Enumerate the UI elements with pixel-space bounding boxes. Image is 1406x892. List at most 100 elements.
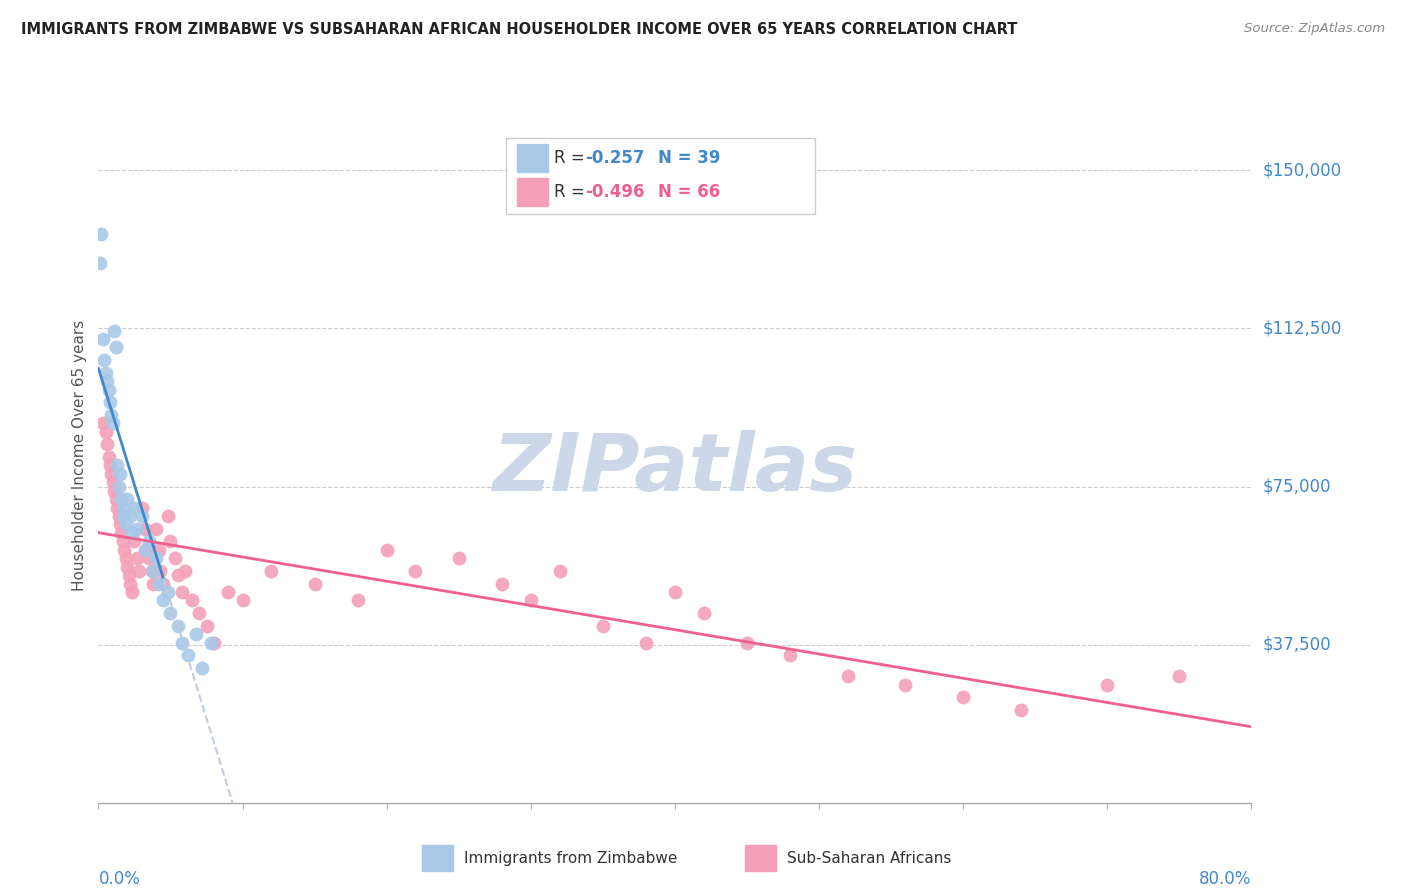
Y-axis label: Householder Income Over 65 years: Householder Income Over 65 years [72, 319, 87, 591]
Point [103, 324, 125, 338]
Point [94, 425, 117, 439]
Point [166, 568, 188, 582]
Point [103, 483, 125, 498]
Point [98, 395, 121, 409]
Text: $75,000: $75,000 [1263, 477, 1331, 496]
Point [200, 635, 222, 649]
Point [138, 534, 160, 549]
Point [138, 551, 160, 566]
Point [114, 551, 136, 566]
Point [1097, 678, 1119, 692]
Point [89, 256, 111, 270]
Point [447, 551, 470, 566]
Point [117, 492, 138, 507]
Text: R =: R = [554, 183, 591, 201]
Point [107, 509, 129, 524]
Point [107, 479, 129, 493]
Point [202, 635, 225, 649]
Point [118, 568, 141, 582]
Point [1010, 703, 1032, 717]
Point [96, 437, 118, 451]
Point [93, 353, 115, 368]
Point [779, 648, 801, 663]
Point [952, 690, 974, 705]
Point [101, 417, 124, 431]
Point [174, 564, 197, 578]
Point [134, 522, 156, 536]
Point [217, 585, 239, 599]
Point [548, 564, 571, 578]
Point [159, 534, 181, 549]
Text: -0.257: -0.257 [585, 149, 644, 167]
Point [135, 542, 157, 557]
Point [148, 542, 170, 557]
Point [117, 559, 138, 574]
Point [97, 450, 120, 464]
Point [110, 492, 132, 507]
Point [131, 509, 153, 524]
Point [693, 606, 716, 620]
Point [105, 500, 128, 515]
Point [121, 525, 143, 540]
Point [346, 593, 368, 607]
Text: N = 66: N = 66 [658, 183, 720, 201]
Point [98, 458, 121, 473]
Point [100, 408, 122, 422]
Point [177, 648, 200, 663]
Point [96, 374, 118, 388]
Point [152, 593, 174, 607]
Point [124, 534, 146, 549]
Point [112, 500, 135, 515]
Point [108, 517, 131, 532]
Point [114, 517, 136, 532]
Point [145, 522, 167, 536]
Text: $112,500: $112,500 [1263, 319, 1343, 337]
Point [491, 576, 513, 591]
Point [149, 564, 172, 578]
Point [170, 635, 193, 649]
Point [128, 564, 150, 578]
Point [260, 564, 283, 578]
Text: 80.0%: 80.0% [1199, 871, 1251, 888]
Point [148, 576, 170, 591]
Text: -0.496: -0.496 [585, 183, 644, 201]
Point [735, 635, 758, 649]
Point [141, 564, 163, 578]
Text: Immigrants from Zimbabwe: Immigrants from Zimbabwe [464, 851, 678, 865]
Point [837, 669, 859, 683]
Point [191, 661, 214, 675]
Text: Sub-Saharan Africans: Sub-Saharan Africans [787, 851, 952, 865]
Point [127, 551, 149, 566]
Point [231, 593, 254, 607]
Point [91, 332, 114, 346]
Text: Source: ZipAtlas.com: Source: ZipAtlas.com [1244, 22, 1385, 36]
Point [405, 564, 427, 578]
Point [188, 606, 211, 620]
Point [108, 467, 131, 481]
Point [134, 542, 156, 557]
Point [104, 340, 127, 354]
Point [91, 417, 114, 431]
Point [110, 525, 132, 540]
Point [90, 227, 112, 241]
Point [120, 576, 142, 591]
Point [592, 618, 614, 632]
Point [156, 509, 179, 524]
Point [1168, 669, 1191, 683]
Text: R =: R = [554, 149, 591, 167]
Point [664, 585, 686, 599]
Text: 0.0%: 0.0% [98, 871, 141, 888]
Point [159, 606, 181, 620]
Point [124, 500, 146, 515]
Point [127, 522, 149, 536]
Point [142, 576, 165, 591]
Point [100, 467, 122, 481]
Point [186, 627, 208, 641]
Point [131, 500, 153, 515]
Point [101, 475, 124, 490]
Point [170, 585, 193, 599]
Point [111, 509, 134, 524]
Text: IMMIGRANTS FROM ZIMBABWE VS SUBSAHARAN AFRICAN HOUSEHOLDER INCOME OVER 65 YEARS : IMMIGRANTS FROM ZIMBABWE VS SUBSAHARAN A… [21, 22, 1018, 37]
Point [97, 383, 120, 397]
Point [375, 542, 398, 557]
